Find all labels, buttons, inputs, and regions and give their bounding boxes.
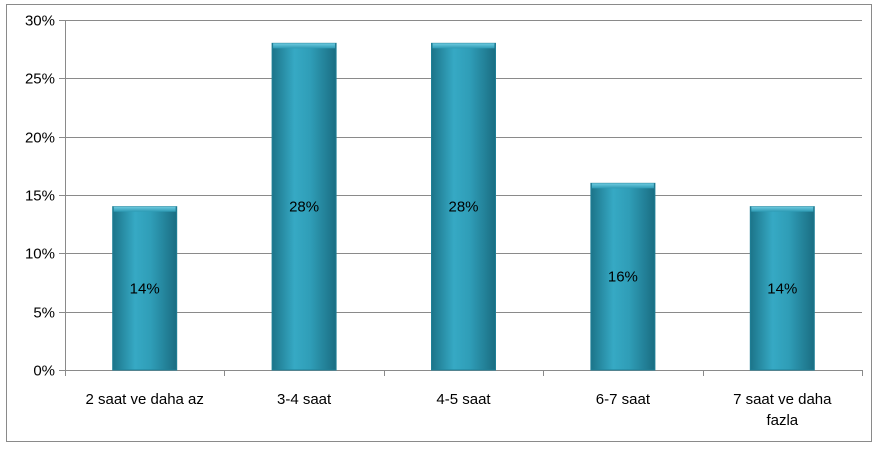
bar-highlight — [114, 207, 176, 212]
bar-group: 14% — [750, 207, 814, 370]
x-category-label: 2 saat ve daha az — [85, 391, 203, 408]
data-label: 14% — [130, 280, 160, 297]
data-label: 14% — [767, 280, 797, 297]
bars: 14% 28% 28% 16% 14% — [113, 43, 815, 370]
data-label: 16% — [608, 269, 638, 286]
y-tick-label: 25% — [25, 71, 55, 88]
y-tick-label: 15% — [25, 188, 55, 205]
x-category-label: 3-4 saat — [277, 391, 332, 408]
bar-group: 14% — [113, 207, 177, 370]
bar-highlight — [273, 43, 335, 48]
data-label: 28% — [448, 199, 478, 216]
x-category-label: 4-5 saat — [436, 391, 491, 408]
bar-highlight — [751, 207, 813, 212]
y-tick-label: 0% — [33, 363, 55, 380]
y-tick-label: 30% — [25, 13, 55, 30]
bar-highlight — [433, 43, 495, 48]
x-axis-labels: 2 saat ve daha az 3-4 saat 4-5 saat 6-7 saa… — [85, 391, 832, 429]
y-tick-label: 10% — [25, 246, 55, 263]
data-label: 28% — [289, 199, 319, 216]
bar-group: 28% — [272, 43, 336, 370]
x-category-label: 6-7 saat — [596, 391, 651, 408]
bar-highlight — [592, 183, 654, 188]
x-category-label: 7 saat ve daha fazla — [733, 391, 832, 429]
bar-group: 28% — [432, 43, 496, 370]
y-axis-ticks: 0% 5% 10% 15% 20% 25% 30% — [25, 13, 55, 380]
y-tick-label: 5% — [33, 305, 55, 322]
bar-group: 16% — [591, 183, 655, 370]
y-tick-label: 20% — [25, 130, 55, 147]
